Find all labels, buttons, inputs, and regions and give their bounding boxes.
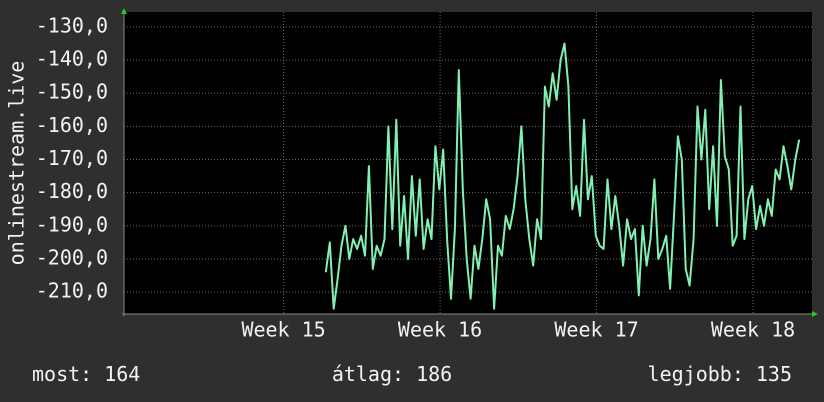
stat-label: most:	[32, 362, 92, 386]
x-tick-label: Week 16	[398, 318, 482, 342]
y-tick-label: -200,0	[36, 245, 108, 269]
y-tick-label: -150,0	[36, 80, 108, 104]
stat: átlag: 186	[332, 362, 452, 386]
stat: most: 164	[32, 362, 140, 386]
stat-label: legjobb:	[648, 362, 744, 386]
stat-label: átlag:	[332, 362, 404, 386]
x-axis-arrow	[812, 311, 818, 317]
y-tick-label: -130,0	[36, 13, 108, 37]
x-tick-label: Week 18	[711, 318, 795, 342]
y-axis-label: onlinestream.live	[5, 61, 29, 266]
y-tick-label: -160,0	[36, 113, 108, 137]
stat-value: 186	[416, 362, 452, 386]
y-axis-arrow	[121, 8, 127, 14]
stat: legjobb: 135	[648, 362, 792, 386]
data-line	[324, 42, 801, 310]
stat-value: 164	[104, 362, 140, 386]
y-tick-label: -210,0	[36, 279, 108, 303]
stat-value: 135	[756, 362, 792, 386]
x-tick-label: Week 17	[554, 318, 638, 342]
y-tick-label: -180,0	[36, 179, 108, 203]
y-tick-label: -140,0	[36, 47, 108, 71]
x-tick-label: Week 15	[241, 318, 325, 342]
y-tick-label: -170,0	[36, 146, 108, 170]
y-tick-label: -190,0	[36, 212, 108, 236]
